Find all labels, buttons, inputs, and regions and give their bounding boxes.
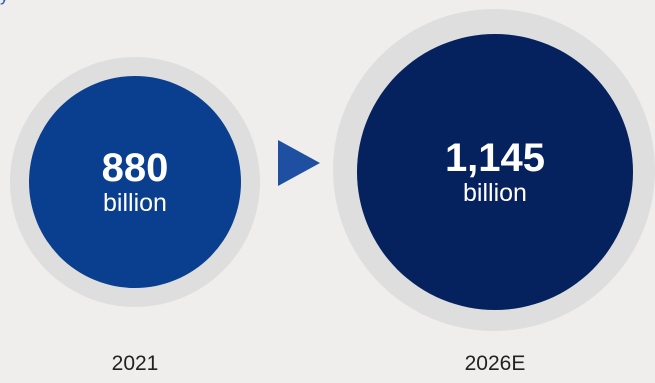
arrow-right-icon [278, 140, 320, 186]
partial-heading: y [0, 0, 9, 6]
unit-label-2021: billion [103, 189, 167, 217]
value-label-2026e: 1,145 [445, 137, 545, 179]
category-label-2021: 2021 [55, 352, 215, 376]
value-label-2021: 880 [102, 147, 169, 189]
unit-label-2026e: billion [463, 179, 527, 207]
category-label-2026e: 2026E [415, 352, 575, 376]
bubble-2021: 880 billion [29, 76, 241, 288]
bubble-2026e: 1,145 billion [357, 34, 633, 310]
